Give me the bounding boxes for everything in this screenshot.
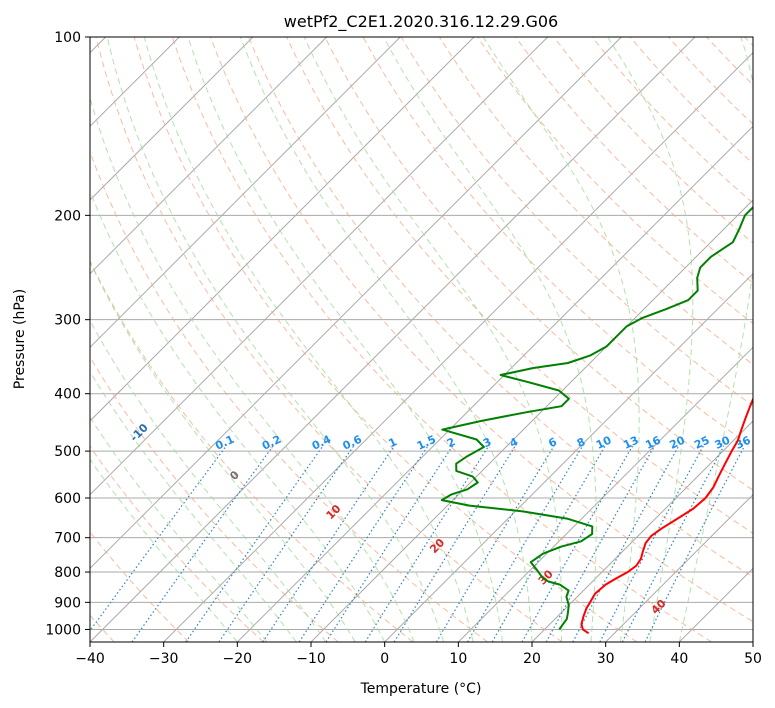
y-tick-label: 700	[54, 531, 81, 547]
isotherm-line	[90, 37, 328, 275]
moist-adiabat-line	[187, 37, 503, 642]
isotherm-line	[236, 125, 753, 642]
moist-adiabat-line	[239, 37, 533, 642]
mixing-ratio-label: 30	[713, 433, 733, 451]
isotherm-line	[90, 37, 401, 349]
sounding-traces	[440, 205, 753, 635]
isotherm-line	[90, 37, 475, 422]
y-tick-label: 900	[54, 595, 81, 611]
x-tick-label: −40	[75, 651, 105, 667]
temperature-trace	[580, 396, 753, 635]
x-tick-label: 50	[744, 651, 762, 667]
mixing-ratio-line	[325, 445, 454, 642]
isotherm-line	[163, 51, 753, 642]
plot-frame	[89, 36, 754, 643]
x-tick-label: 10	[449, 651, 467, 667]
mixing-ratio-label: 13	[621, 434, 640, 452]
x-axis-ticks: −40 −30 −20 −10 0 10 20 30 40 50	[75, 642, 762, 667]
moist-adiabat-line	[90, 370, 297, 642]
mixing-ratio-line	[521, 445, 634, 642]
x-tick-label: −30	[149, 651, 179, 667]
moist-adiabat-line	[482, 37, 640, 642]
moist-adiabat-line	[678, 37, 753, 642]
moist-adiabat-line	[143, 37, 474, 642]
isotherm-line	[384, 272, 753, 642]
isotherm-line	[90, 37, 696, 642]
mixing-ratio-line	[435, 445, 555, 642]
isotherm-line	[90, 37, 622, 570]
mixing-ratio-line	[364, 445, 490, 642]
mixing-ratio-line	[644, 445, 746, 642]
dry-adiabat-line	[95, 37, 563, 642]
x-tick-label: 20	[523, 651, 541, 667]
x-axis-label: Temperature (°C)	[360, 681, 482, 697]
mixing-ratio-line	[298, 445, 429, 642]
moist-adiabat-line	[90, 416, 268, 642]
mixing-ratio-line	[262, 445, 395, 642]
moist-adiabat-line	[90, 260, 356, 642]
mixing-ratio-line	[185, 445, 324, 642]
y-tick-label: 100	[54, 30, 81, 46]
dry-adiabat-line	[90, 259, 414, 642]
mixing-ratio-line	[218, 445, 355, 642]
background-lines	[90, 37, 753, 642]
mixing-ratio-label: 10	[594, 433, 614, 451]
y-tick-label: 200	[54, 208, 81, 224]
mixing-ratio-label: 20	[668, 433, 688, 451]
moist-adiabat-line	[303, 37, 563, 642]
moist-adiabat-line	[106, 37, 445, 642]
dry-adiabat-line	[515, 37, 753, 284]
plot-area	[90, 37, 753, 642]
moist-adiabat-line	[90, 319, 327, 642]
chart-title: wetPf2_C2E1.2020.316.12.29.G06	[284, 12, 558, 32]
dry-adiabat-line	[90, 445, 264, 642]
moist-adiabat-line	[607, 37, 694, 642]
moist-adiabat-line	[383, 37, 597, 642]
dry-adiabat-line	[90, 356, 339, 642]
dry-adiabat-line	[133, 37, 638, 642]
mixing-ratio-line	[393, 445, 516, 642]
mixing-ratio-label: 25	[692, 434, 711, 452]
x-tick-label: 30	[597, 651, 615, 667]
mixing-ratio-line	[466, 445, 584, 642]
moist-adiabat-line	[90, 458, 238, 642]
y-tick-label: 500	[54, 444, 81, 460]
y-tick-label: 1000	[45, 622, 81, 638]
moist-adiabat-line	[90, 189, 386, 642]
isotherm-line	[605, 493, 753, 642]
y-tick-label: 400	[54, 387, 81, 403]
x-tick-label: −10	[296, 651, 326, 667]
isotherm-line	[90, 37, 254, 201]
x-tick-label: 0	[380, 651, 389, 667]
mixing-ratio-line	[131, 445, 274, 642]
dry-adiabat-line	[324, 37, 753, 491]
y-tick-label: 300	[54, 313, 81, 329]
dry-adiabat-line	[210, 37, 753, 623]
moist-adiabat-line	[90, 96, 415, 642]
dry-adiabat-line	[248, 37, 753, 578]
reference-line-labels: 0.10.20.40.611.52346810131620253036-100-…	[128, 421, 753, 617]
y-axis-ticks: 100 200 300 400 500 600 700 800 900 1000	[45, 30, 90, 638]
mixing-ratio-label: 16	[643, 433, 663, 451]
mixing-ratio-line	[621, 445, 725, 642]
isotherm-line	[531, 420, 753, 642]
dewpoint-trace	[440, 205, 753, 630]
dry-adiabat-line	[286, 37, 753, 534]
x-tick-label: 40	[670, 651, 688, 667]
y-tick-label: 800	[54, 565, 81, 581]
y-tick-label: 600	[54, 491, 81, 507]
y-axis-label: Pressure (hPa)	[12, 289, 28, 389]
dry-adiabat-line	[171, 37, 712, 642]
isotherm-line	[90, 37, 549, 496]
x-tick-label: −20	[223, 651, 253, 667]
mixing-ratio-line	[545, 445, 656, 642]
